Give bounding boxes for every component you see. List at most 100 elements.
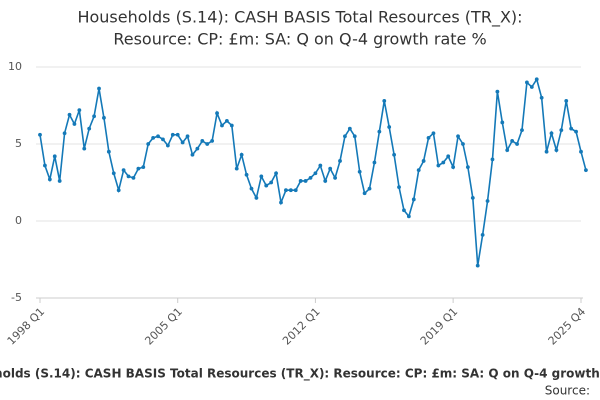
data-point <box>77 108 82 113</box>
data-point <box>574 129 578 134</box>
data-point <box>121 168 126 173</box>
data-point <box>215 111 219 116</box>
data-point <box>288 188 293 193</box>
data-point <box>397 185 401 190</box>
data-point <box>470 196 475 200</box>
series-line <box>39 77 587 266</box>
data-point <box>475 263 480 268</box>
data-point <box>520 128 524 133</box>
data-point <box>362 191 367 196</box>
data-point <box>421 159 426 163</box>
data-point <box>92 114 96 119</box>
x-tick-label: 1998 Q1 <box>5 305 48 348</box>
x-tick-label: 2012 Q1 <box>280 305 323 348</box>
data-point <box>205 142 210 146</box>
data-point <box>229 123 234 128</box>
data-point <box>62 131 67 136</box>
data-point <box>392 152 397 157</box>
data-point <box>338 159 342 163</box>
data-point <box>175 132 180 137</box>
data-point <box>38 132 42 137</box>
data-point <box>111 171 116 176</box>
data-point <box>136 166 141 171</box>
data-point <box>495 89 500 94</box>
data-point <box>254 196 259 200</box>
data-point <box>239 152 244 157</box>
data-point <box>347 126 352 131</box>
data-point <box>426 135 431 140</box>
data-point <box>579 149 583 154</box>
data-point <box>564 98 569 103</box>
data-point <box>367 186 372 191</box>
data-point <box>372 160 377 165</box>
data-point <box>220 123 224 128</box>
data-point <box>549 131 554 136</box>
data-point <box>244 172 249 177</box>
data-point <box>569 126 574 131</box>
footer: Households (S.14): CASH BASIS Total Reso… <box>0 367 600 382</box>
data-point <box>308 175 313 180</box>
data-point <box>151 135 156 140</box>
data-point <box>195 146 200 151</box>
data-point <box>165 143 170 148</box>
data-point <box>269 180 274 185</box>
data-point <box>224 119 229 123</box>
data-point <box>72 122 77 126</box>
data-point <box>510 139 515 143</box>
data-point <box>352 134 357 139</box>
data-point <box>328 166 333 171</box>
data-point <box>539 95 544 100</box>
data-point <box>146 142 151 146</box>
y-tick-label: 5 <box>15 137 22 150</box>
data-point <box>47 177 52 182</box>
data-point <box>87 126 92 131</box>
data-point <box>402 208 406 213</box>
data-point <box>180 140 185 145</box>
data-point <box>554 148 559 153</box>
y-tick-label: 10 <box>8 60 22 73</box>
data-point <box>431 131 436 136</box>
data-point <box>313 171 318 176</box>
data-point <box>43 163 47 168</box>
data-point <box>456 134 460 139</box>
data-point <box>500 120 505 125</box>
data-point <box>106 149 111 154</box>
data-point <box>131 175 136 180</box>
data-point <box>490 157 495 162</box>
data-point <box>318 163 323 168</box>
data-point <box>284 188 288 193</box>
data-point <box>515 142 519 146</box>
data-point <box>259 174 264 179</box>
data-point <box>436 163 441 168</box>
data-point <box>480 232 485 237</box>
data-point <box>416 168 421 173</box>
data-point <box>485 199 490 203</box>
data-point <box>451 165 456 170</box>
data-point <box>279 200 283 205</box>
y-tick-label: -5 <box>11 291 22 304</box>
data-point <box>141 165 146 170</box>
data-point <box>298 179 303 183</box>
data-point <box>274 171 278 176</box>
x-tick-label: 2005 Q1 <box>142 305 185 348</box>
data-point <box>210 139 215 143</box>
data-point <box>67 112 72 117</box>
y-tick-label: 0 <box>15 214 22 227</box>
data-point <box>505 148 510 153</box>
data-point <box>387 125 392 129</box>
data-point <box>461 142 465 146</box>
data-point <box>559 128 564 133</box>
data-point <box>303 179 308 183</box>
data-point <box>126 174 131 179</box>
data-point <box>57 179 62 183</box>
x-tick-label: 2025 Q4 <box>546 305 589 348</box>
data-point <box>185 134 190 139</box>
data-point <box>406 214 411 219</box>
data-point <box>249 186 254 191</box>
data-point <box>343 134 347 139</box>
data-point <box>323 179 328 183</box>
data-point <box>97 86 101 91</box>
data-point <box>411 197 416 202</box>
data-point <box>441 160 446 165</box>
